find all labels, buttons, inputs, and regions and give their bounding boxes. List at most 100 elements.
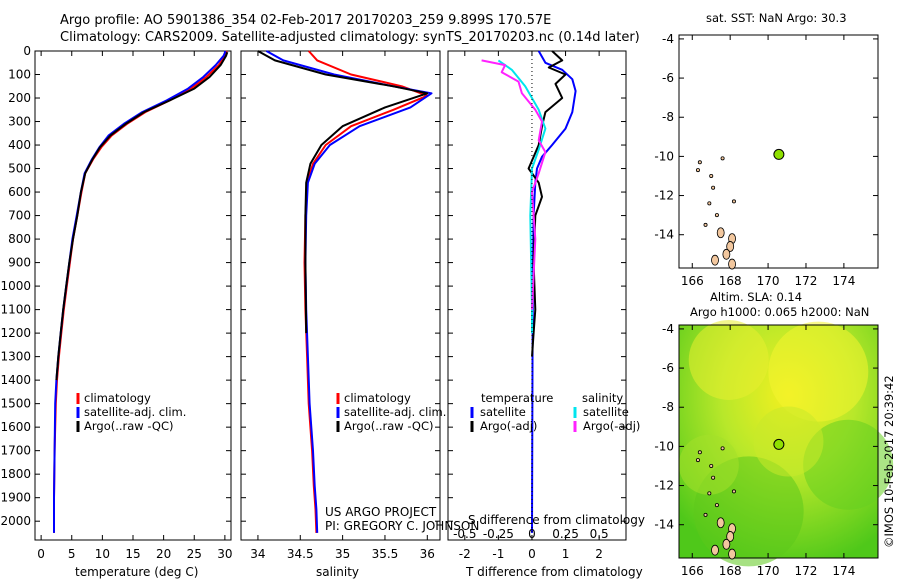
x-tick-label: 35.5 (372, 547, 399, 561)
y-tick-label: -10 (654, 439, 674, 453)
x-tick-label: 20 (156, 547, 171, 561)
y-tick-label: 900 (8, 256, 31, 270)
x-tick-label: 34 (250, 547, 265, 561)
island (707, 491, 712, 496)
s-tick-label: -0.5 (453, 527, 476, 541)
y-tick-label: 1800 (0, 467, 31, 481)
island (728, 548, 736, 560)
x-tick-label: 172 (795, 274, 818, 288)
map-frame (678, 324, 879, 559)
y-tick-label: 500 (8, 162, 31, 176)
sla-blotch (688, 319, 769, 400)
island (714, 503, 719, 508)
y-tick-label: 1300 (0, 350, 31, 364)
y-tick-label: -12 (654, 189, 674, 203)
x-tick-label: 168 (719, 274, 742, 288)
s-tick-label: 0.5 (590, 527, 609, 541)
p-temp-frame (34, 50, 232, 541)
island (709, 463, 714, 468)
x-tick-label: 166 (681, 274, 704, 288)
island (709, 173, 714, 178)
island (695, 168, 700, 173)
x-tick-label: 34.5 (287, 547, 314, 561)
sla-map-title-line2: Argo h1000: 0.065 h2000: NaN (690, 305, 869, 319)
island (703, 512, 708, 517)
y-tick-label: -6 (662, 361, 674, 375)
legend-header: salinity (582, 391, 623, 405)
s-tick-label: 0 (528, 527, 536, 541)
y-tick-label: 1200 (0, 326, 31, 340)
y-tick-label: -6 (662, 71, 674, 85)
x-tick-label: 174 (832, 564, 855, 578)
legend-label: satellite-adj. clim. (84, 405, 186, 419)
y-tick-label: 300 (8, 115, 31, 129)
sla-blotch (753, 406, 824, 477)
island (722, 538, 731, 550)
s-tick-label: -0.25 (483, 527, 514, 541)
y-tick-label: -4 (662, 32, 674, 46)
x-tick-label: 30 (217, 547, 232, 561)
y-tick-label: 800 (8, 232, 31, 246)
y-tick-label: -4 (662, 322, 674, 336)
island (711, 544, 719, 556)
x-tick-label: 170 (757, 274, 780, 288)
sla-blotch (768, 321, 869, 422)
y-tick-label: 1500 (0, 397, 31, 411)
legend-label: Argo(..raw -QC) (344, 419, 434, 433)
island (711, 475, 716, 480)
x-tick-label: 1 (562, 547, 570, 561)
island (728, 258, 736, 270)
y-tick-label: 600 (8, 185, 31, 199)
y-tick-label: 200 (8, 91, 31, 105)
island (711, 254, 719, 266)
sla-map-title-line1: Altim. SLA: 0.14 (710, 290, 802, 304)
y-tick-label: 1000 (0, 279, 31, 293)
s-tick-label: 0.25 (552, 527, 579, 541)
project-pi: PI: GREGORY C. JOHNSON (325, 519, 479, 533)
sla-blotch (678, 434, 739, 495)
x-tick-label: 168 (719, 564, 742, 578)
project-name: US ARGO PROJECT (325, 505, 437, 519)
island (697, 160, 702, 165)
map-frame (678, 34, 879, 269)
island (711, 185, 716, 190)
x-tick-label: 2 (595, 547, 603, 561)
y-tick-label: 1900 (0, 491, 31, 505)
y-tick-label: 1600 (0, 420, 31, 434)
temperature-xlabel: temperature (deg C) (75, 565, 198, 579)
salinity-panel: 34 34.5 35 35.5 36 climatologysatellite-adj. … (240, 50, 446, 561)
figure-title-line1: Argo profile: AO 5901386_354 02-Feb-2017… (60, 13, 551, 28)
salinity-xlabel: salinity (316, 565, 359, 579)
legend-label: Argo(-adj) (480, 419, 537, 433)
x-tick-label: 10 (95, 547, 110, 561)
island (697, 450, 702, 455)
island (731, 489, 736, 494)
island (726, 241, 735, 252)
legend-label: Argo(-adj) (583, 419, 640, 433)
x-tick-label: 35 (335, 547, 350, 561)
y-tick-label: 400 (8, 138, 31, 152)
y-tick-label: 100 (8, 68, 31, 82)
series-line (257, 50, 429, 334)
island (707, 201, 712, 206)
x-tick-label: -1 (492, 547, 504, 561)
p-diff-frame (447, 50, 627, 541)
figure-title-line2: Climatology: CARS2009. Satellite-adjuste… (60, 30, 640, 45)
x-tick-label: 36 (420, 547, 435, 561)
x-tick-label: 170 (757, 564, 780, 578)
t-diff-xlabel: T difference from climatology (465, 565, 643, 579)
legend-label: satellite-adj. clim. (344, 405, 446, 419)
y-tick-label: -14 (654, 518, 674, 532)
x-tick-label: -2 (459, 547, 471, 561)
island (714, 213, 719, 218)
series-line (481, 59, 547, 310)
x-tick-label: 0 (37, 547, 45, 561)
y-tick-label: 1100 (0, 303, 31, 317)
argo-location-marker (773, 148, 785, 160)
legend-label: satellite (583, 405, 629, 419)
y-tick-label: 2000 (0, 514, 31, 528)
x-tick-label: 0 (528, 547, 536, 561)
island (731, 199, 736, 204)
p-sal-frame (240, 50, 441, 541)
s-diff-xlabel: S difference from climatology (468, 513, 645, 527)
